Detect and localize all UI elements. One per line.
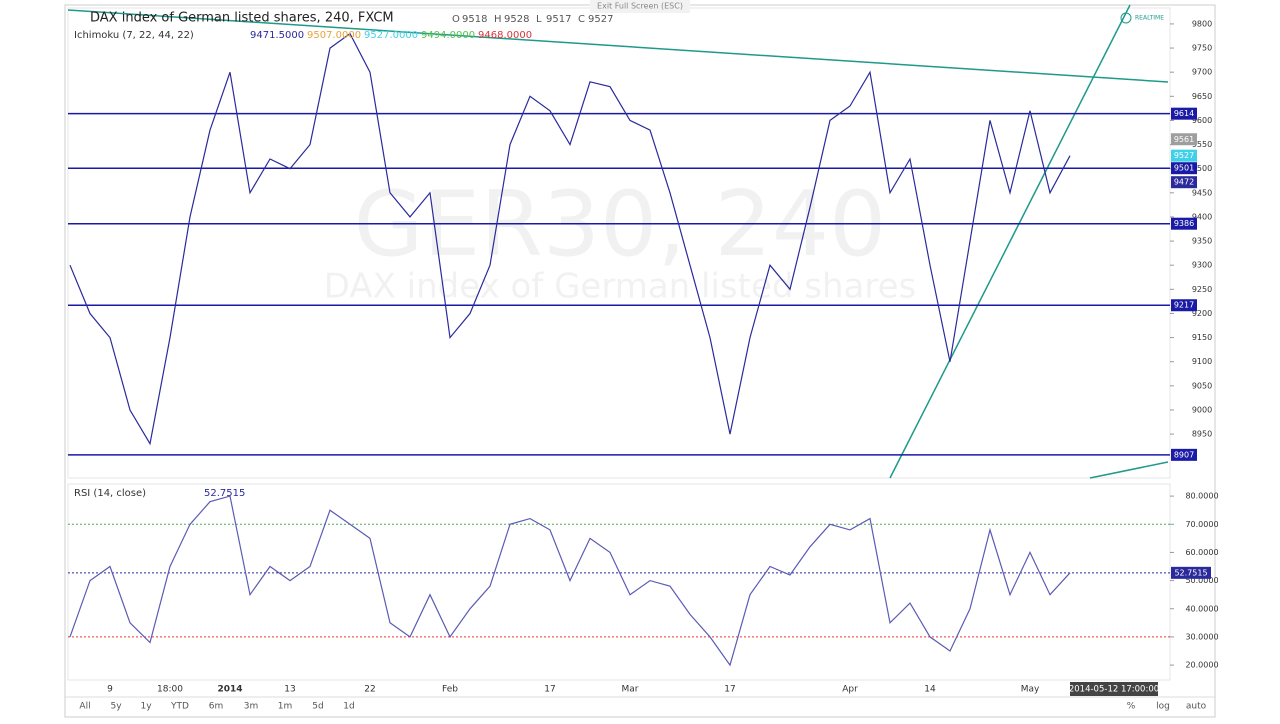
y-tick-label: 9250: [1192, 285, 1212, 294]
level-label-box: [1171, 299, 1197, 312]
x-tick-label: 13: [284, 685, 295, 695]
range-button[interactable]: 1d: [343, 702, 354, 712]
y-tick-label: 50.0000: [1185, 576, 1218, 585]
rsi-title: RSI (14, close): [74, 488, 146, 499]
level-label-box: [1171, 217, 1197, 230]
y-tick-label: 30.0000: [1185, 632, 1218, 641]
ohlc-value: 9518: [462, 14, 487, 25]
x-tick-label: 14: [924, 685, 936, 695]
ohlc-key: C: [578, 14, 585, 25]
chart-title: DAX index of German listed shares, 240, …: [90, 11, 394, 26]
x-tick-label: Feb: [442, 685, 458, 695]
y-tick-label: 9400: [1192, 212, 1212, 221]
y-tick-label: 9300: [1192, 261, 1212, 270]
y-tick-label: 9500: [1192, 164, 1212, 173]
level-label: 9614: [1174, 109, 1194, 118]
toolbar-button[interactable]: log: [1156, 702, 1170, 712]
level-label: 9501: [1174, 164, 1194, 173]
level-label-box: [1171, 107, 1197, 120]
y-tick-label: 9600: [1192, 116, 1212, 125]
range-button[interactable]: 5y: [110, 702, 122, 712]
x-tick-label: May: [1021, 685, 1040, 695]
realtime-icon: [1120, 12, 1132, 24]
range-button[interactable]: 6m: [209, 702, 224, 712]
x-tick-label: 17: [724, 685, 735, 695]
trendline: [67, 9, 1169, 83]
price-label-box: [1171, 176, 1197, 189]
trendline: [889, 4, 1131, 479]
x-tick-label: 2014: [217, 685, 242, 695]
x-tick-label: 9: [107, 685, 113, 695]
last-label: 52.7515: [1174, 568, 1207, 577]
indicator-value: 9527.0000: [364, 30, 418, 41]
y-tick-label: 8950: [1192, 430, 1212, 439]
y-tick-label: 20.0000: [1185, 661, 1218, 670]
y-tick-label: 9150: [1192, 333, 1212, 342]
y-tick-label: 9200: [1192, 309, 1212, 318]
watermark-sub: DAX index of German listed shares: [324, 267, 917, 307]
rsi-value: 52.7515: [204, 488, 245, 499]
indicator-value: 9507.0000: [307, 30, 361, 41]
y-tick-label: 9350: [1192, 237, 1212, 246]
x-tick-label: 17: [544, 685, 555, 695]
range-button[interactable]: All: [79, 702, 90, 712]
price-label: 9561: [1174, 135, 1194, 144]
indicator-value: 9468.0000: [478, 30, 532, 41]
exit-fullscreen-button[interactable]: [590, 0, 690, 13]
timestamp: 2014-05-12 17:00:00: [1069, 685, 1159, 695]
y-tick-label: 9000: [1192, 405, 1212, 414]
x-tick-label: Apr: [842, 685, 858, 695]
realtime: REALTIME: [1135, 15, 1164, 22]
y-tick-label: 9700: [1192, 68, 1212, 77]
y-tick-label: 70.0000: [1185, 520, 1218, 529]
range-button[interactable]: 5d: [312, 702, 323, 712]
range-button[interactable]: 1y: [140, 702, 152, 712]
indicator-value: 9494.0000: [421, 30, 475, 41]
price-label: 9472: [1174, 178, 1194, 187]
indicator-value: 9471.5000: [250, 30, 304, 41]
y-tick-label: 9750: [1192, 44, 1212, 53]
level-label-box: [1171, 162, 1197, 175]
y-tick-label: 60.0000: [1185, 548, 1218, 557]
level-label: 9217: [1174, 301, 1194, 310]
x-tick-label: 22: [364, 685, 375, 695]
level-label: 9386: [1174, 219, 1194, 228]
ohlc-key: L: [536, 14, 542, 25]
frame: [64, 4, 1216, 718]
indicator-title: Ichimoku (7, 22, 44, 22): [74, 30, 194, 41]
range-button[interactable]: 1m: [278, 702, 293, 712]
level-label: 8907: [1174, 450, 1194, 459]
price-label-box: [1171, 133, 1197, 146]
toolbar-button[interactable]: auto: [1186, 702, 1207, 712]
y-tick-label: 9800: [1192, 19, 1212, 28]
y-tick-label: 9550: [1192, 140, 1212, 149]
rsi-pane: [67, 483, 1171, 681]
price-line: [69, 32, 1071, 446]
price-line: [69, 495, 1071, 667]
timestamp-box: [1070, 682, 1158, 696]
exit-fullscreen[interactable]: Exit Full Screen (ESC): [597, 2, 683, 11]
x-tick-label: Mar: [622, 685, 639, 695]
y-tick-label: 80.0000: [1185, 492, 1218, 501]
ohlc-value: 9527: [588, 14, 613, 25]
range-button[interactable]: YTD: [170, 702, 189, 712]
x-tick-label: 18:00: [157, 685, 183, 695]
ohlc-value: 9517: [546, 14, 571, 25]
y-tick-label: 9050: [1192, 381, 1212, 390]
range-button[interactable]: 3m: [244, 702, 259, 712]
level-label-box: [1171, 448, 1197, 461]
price-label-box: [1171, 149, 1197, 162]
ohlc-key: H: [494, 14, 502, 25]
ohlc-key: O: [452, 14, 460, 25]
y-tick-label: 40.0000: [1185, 604, 1218, 613]
y-tick-label: 9650: [1192, 92, 1212, 101]
toolbar-button[interactable]: %: [1127, 702, 1136, 712]
last-box: [1171, 566, 1211, 579]
price-label: 9527: [1174, 151, 1194, 160]
trendline: [1089, 461, 1169, 479]
y-tick-label: 9450: [1192, 188, 1212, 197]
y-tick-label: 9100: [1192, 357, 1212, 366]
ohlc-value: 9528: [504, 14, 529, 25]
